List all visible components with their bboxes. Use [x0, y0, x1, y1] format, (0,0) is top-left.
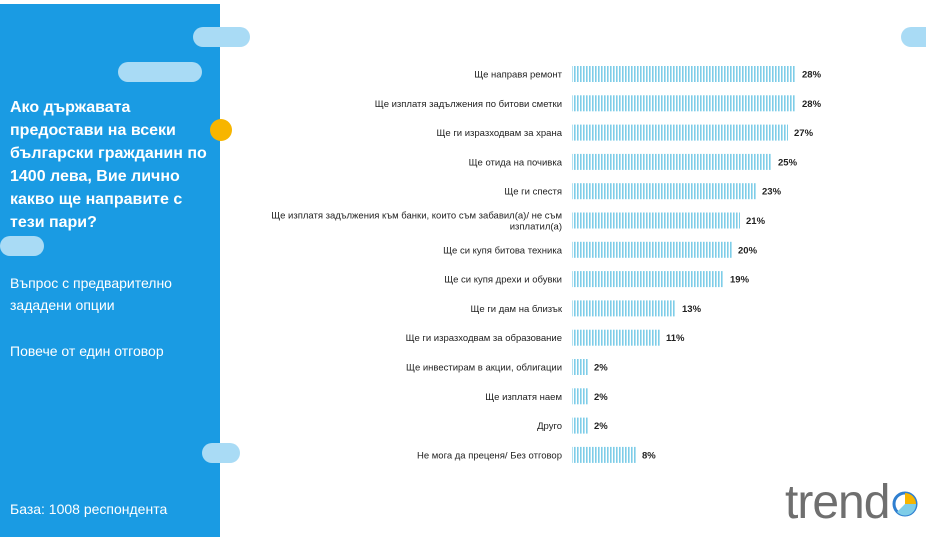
- category-label: Друго: [537, 421, 562, 432]
- category-label: Ще направя ремонт: [474, 70, 562, 81]
- bar: [572, 95, 796, 112]
- category-label: Не мога да преценя/ Без отговор: [417, 450, 562, 461]
- category-label: Ще изплатя наем: [485, 392, 562, 403]
- value-label: 8%: [642, 450, 656, 461]
- value-label: 23%: [762, 187, 782, 198]
- bar: [572, 417, 588, 434]
- bar: [572, 300, 676, 317]
- bar: [572, 212, 740, 229]
- trend-logo: trend: [785, 476, 918, 526]
- category-label: Ще ги дам на близък: [470, 304, 562, 315]
- logo-text: trend: [785, 476, 889, 526]
- value-label: 13%: [682, 304, 702, 315]
- logo-pie-icon: [892, 491, 918, 517]
- decorative-pill: [0, 236, 44, 256]
- category-label: Ще си купя дрехи и обувки: [444, 275, 562, 286]
- value-label: 20%: [738, 245, 758, 256]
- bar: [572, 359, 588, 375]
- value-label: 19%: [730, 275, 750, 286]
- category-label: Ще изплатя задължения по битови сметки: [375, 99, 562, 110]
- value-label: 21%: [746, 216, 766, 227]
- sidebar-panel: Ако държавата предостави на всеки българ…: [0, 4, 220, 537]
- decorative-pill: [202, 443, 240, 463]
- bar: [572, 183, 756, 200]
- value-label: 25%: [778, 157, 798, 168]
- value-label: 2%: [594, 421, 608, 432]
- value-label: 2%: [594, 392, 608, 403]
- category-label: Ще си купя битова техника: [443, 245, 563, 256]
- category-label: Ще отида на почивка: [469, 157, 563, 168]
- category-label: Ще инвестирам в акции, облигации: [406, 363, 562, 374]
- bar: [572, 124, 788, 141]
- question-type-note: Въпрос с предварително зададени опции: [10, 275, 172, 313]
- value-label: 28%: [802, 99, 822, 110]
- bar: [572, 153, 772, 170]
- category-label: Ще ги спестя: [504, 187, 562, 198]
- decorative-pill: [901, 27, 926, 47]
- bar: [572, 446, 636, 463]
- category-label: Ще ги изразходвам за образование: [406, 333, 562, 344]
- value-label: 28%: [802, 70, 822, 81]
- sample-base: База: 1008 респондента: [10, 501, 168, 517]
- value-label: 2%: [594, 363, 608, 374]
- accent-dot: [210, 119, 232, 141]
- bar: [572, 388, 588, 405]
- bar: [572, 66, 796, 82]
- bar: [572, 271, 724, 288]
- multiple-answers-note: Повече от един отговор: [10, 343, 164, 359]
- decorative-pill: [193, 27, 250, 47]
- category-label: Ще ги изразходвам за храна: [437, 128, 563, 139]
- decorative-pill: [118, 62, 202, 82]
- question-text: Ако държавата предостави на всеки българ…: [10, 99, 207, 231]
- bar: [572, 241, 732, 258]
- value-label: 11%: [666, 333, 685, 344]
- bar-chart: Ще направя ремонт 28% Ще изплатя задължени…: [271, 66, 822, 463]
- value-label: 27%: [794, 128, 814, 139]
- category-label: Ще изплатя задължения към банки, които с…: [271, 211, 562, 233]
- bar: [572, 329, 660, 346]
